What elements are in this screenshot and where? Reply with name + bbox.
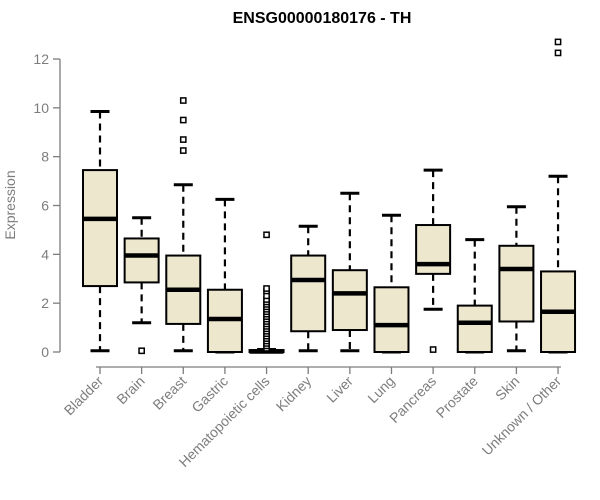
iqr-box: [82, 169, 118, 288]
x-category-label: Breast: [149, 373, 189, 413]
y-tick-label: 8: [41, 149, 49, 165]
iqr-box: [123, 237, 160, 284]
box-group-breast: [165, 97, 202, 353]
iqr-box: [373, 286, 410, 353]
outlier-point: [429, 346, 437, 353]
outlier-point: [138, 347, 145, 355]
y-tick-label: 4: [41, 246, 49, 262]
boxplot-series: [82, 38, 577, 355]
y-tick-label: 2: [41, 295, 49, 311]
x-category-label: Lung: [364, 373, 397, 406]
box-group-bladder: [82, 109, 118, 353]
box-group-unknown-other: [540, 38, 577, 354]
outlier-point: [263, 285, 270, 292]
outlier-point: [179, 136, 187, 143]
x-category-label: Skin: [492, 373, 523, 404]
box-group-brain: [123, 216, 160, 355]
x-category-label: Liver: [323, 373, 356, 406]
y-axis-title: Expression: [2, 170, 18, 239]
box-group-gastric: [206, 197, 243, 354]
iqr-box: [415, 224, 452, 275]
iqr-box: [498, 244, 535, 323]
y-tick-label: 0: [41, 344, 49, 360]
box-group-skin: [498, 205, 535, 353]
outlier-point: [263, 231, 270, 239]
box-group-kidney: [290, 224, 327, 353]
iqr-box: [290, 254, 327, 333]
x-category-label: Bladder: [61, 373, 107, 419]
iqr-box: [456, 304, 493, 354]
y-tick-label: 12: [33, 51, 49, 67]
y-tick-label: 10: [33, 100, 49, 116]
box-group-liver: [331, 191, 368, 353]
box-group-prostate: [456, 238, 493, 354]
chart-title: ENSG00000180176 - TH: [233, 10, 412, 27]
box-group-pancreas: [415, 168, 452, 353]
x-category-label: Unknown / Other: [479, 373, 565, 459]
x-category-label: Prostate: [433, 373, 481, 421]
x-category-label: Brain: [113, 373, 147, 407]
box-group-lung: [373, 213, 410, 354]
iqr-box: [331, 269, 368, 332]
box-group-hematopoietic-cells: [248, 231, 285, 354]
outlier-point: [179, 147, 187, 154]
outlier-point: [179, 97, 187, 104]
x-category-label: Kidney: [273, 373, 315, 415]
outlier-point: [554, 49, 562, 57]
y-tick-label: 6: [41, 197, 49, 213]
outlier-point: [179, 116, 187, 124]
outlier-point: [554, 38, 562, 46]
